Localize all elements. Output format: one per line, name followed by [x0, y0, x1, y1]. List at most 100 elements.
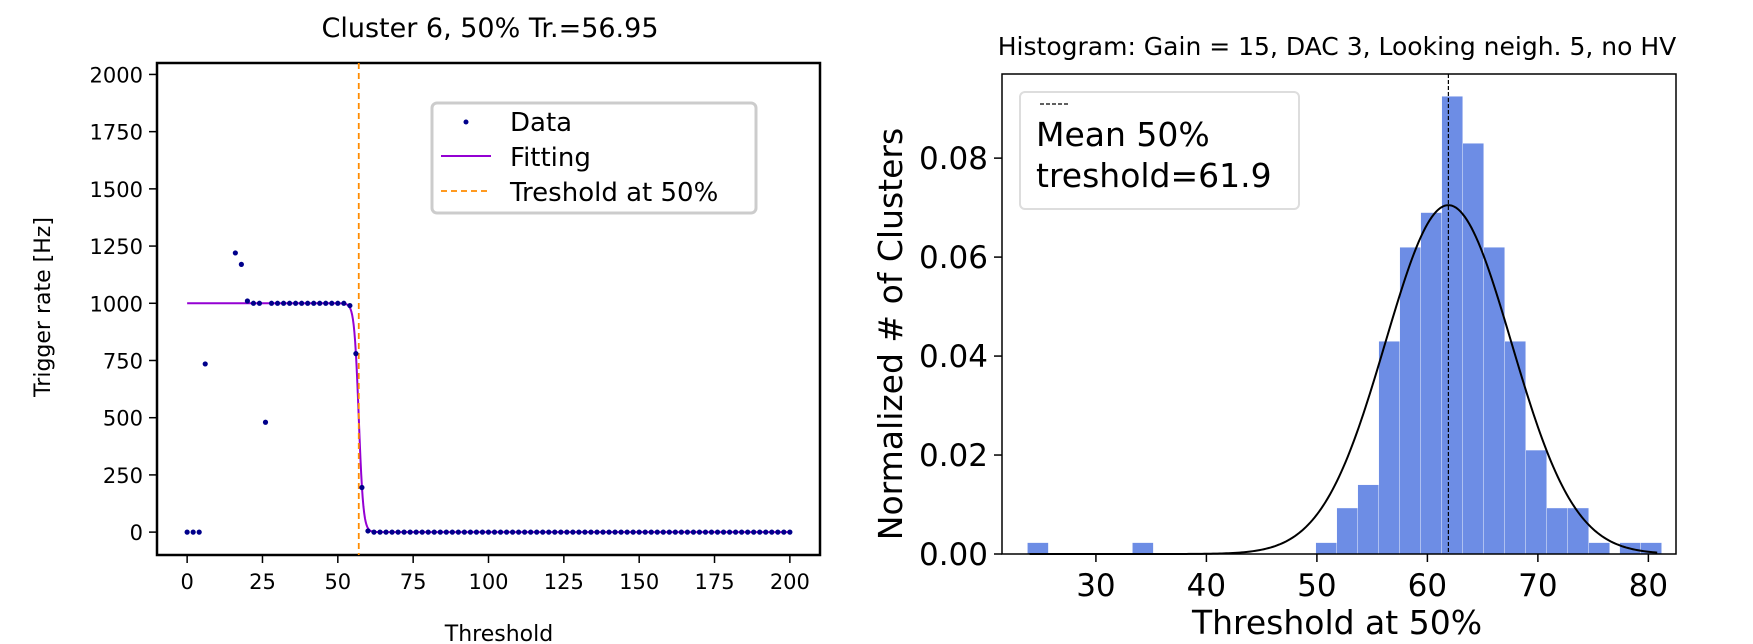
- data-point: [359, 484, 365, 491]
- left-legend: Data Fitting Treshold at 50%: [430, 101, 758, 215]
- histogram-bar: [1567, 507, 1589, 555]
- right-y-axis-label: Normalized # of Clusters: [871, 128, 910, 540]
- right-x-tick-label: 80: [1629, 568, 1668, 604]
- data-point: [232, 250, 238, 256]
- data-point: [636, 529, 642, 535]
- left-y-tick-label: 1000: [90, 292, 143, 316]
- right-y-ticks: 0.00 0.02 0.04 0.06 0.08: [919, 141, 1002, 573]
- data-point: [395, 529, 401, 535]
- data-point: [654, 529, 660, 535]
- data-point: [666, 529, 672, 535]
- left-y-tick-label: 1750: [90, 121, 143, 145]
- data-point: [642, 529, 648, 535]
- histogram-bar: [1357, 484, 1379, 555]
- left-y-tick-label: 0: [130, 521, 143, 545]
- data-point: [763, 529, 769, 535]
- histogram-bar: [1420, 212, 1442, 555]
- data-point: [648, 529, 654, 535]
- data-point: [365, 528, 371, 534]
- left-x-tick-label: 75: [400, 570, 427, 594]
- data-point: [413, 529, 419, 535]
- data-point: [769, 529, 775, 535]
- data-point: [564, 529, 570, 535]
- data-point: [510, 529, 516, 535]
- right-x-tick-label: 40: [1187, 568, 1226, 604]
- data-point: [485, 529, 492, 535]
- left-x-tick-label: 175: [694, 570, 734, 594]
- left-x-axis-label: Threshold: [444, 622, 553, 644]
- left-x-tick-label: 50: [324, 570, 351, 594]
- data-point: [431, 529, 437, 535]
- data-point: [558, 529, 564, 535]
- data-point: [202, 361, 208, 367]
- data-point: [594, 529, 600, 535]
- data-point: [190, 529, 196, 535]
- left-x-tick-label: 125: [544, 570, 584, 594]
- right-y-tick-label: 0.08: [919, 141, 988, 177]
- histogram-bar: [1525, 449, 1547, 555]
- left-x-tick-label: 25: [249, 570, 276, 594]
- left-y-tick-label: 750: [103, 349, 143, 373]
- data-point: [582, 529, 588, 535]
- data-point: [389, 529, 395, 535]
- data-point: [293, 300, 299, 306]
- data-point: [238, 261, 244, 267]
- data-point: [751, 529, 757, 535]
- data-point: [371, 529, 377, 535]
- data-point: [684, 529, 691, 535]
- data-point: [425, 529, 431, 535]
- right-legend: Mean 50% treshold=61.9: [1019, 91, 1300, 210]
- legend-mean-label-line: treshold=61.9: [1036, 156, 1272, 195]
- data-point: [353, 351, 359, 357]
- data-point: [329, 300, 335, 306]
- left-x-tick-label: 100: [468, 570, 508, 594]
- data-point: [443, 529, 449, 535]
- right-x-tick-label: 70: [1518, 568, 1557, 604]
- right-chart-title: Histogram: Gain = 15, DAC 3, Looking nei…: [998, 32, 1677, 61]
- data-point: [757, 529, 763, 535]
- right-x-tick-label: 60: [1408, 568, 1447, 604]
- legend-mean-label-line: Mean 50%: [1036, 115, 1210, 154]
- data-point: [630, 529, 636, 535]
- data-point: [739, 529, 745, 535]
- data-point: [522, 529, 528, 535]
- data-point: [347, 302, 353, 309]
- data-point: [256, 300, 263, 306]
- histogram-bar: [1315, 542, 1337, 555]
- data-point: [714, 529, 721, 535]
- data-point: [437, 529, 443, 535]
- data-point: [299, 300, 305, 306]
- left-y-tick-label: 1250: [90, 235, 143, 259]
- data-point: [467, 529, 474, 535]
- data-point: [660, 529, 666, 535]
- data-point: [305, 300, 311, 306]
- legend-data-label: Data: [510, 108, 572, 138]
- legend-fitting-label: Fitting: [510, 143, 591, 173]
- right-plot-area: 30 40 50 60 70 80 0.00 0.02 0.04 0.06 0.08: [919, 73, 1677, 604]
- data-point: [576, 529, 582, 535]
- data-point: [401, 529, 407, 535]
- data-point: [497, 529, 504, 535]
- data-point: [720, 529, 727, 535]
- left-x-tick-label: 150: [619, 570, 659, 594]
- data-point: [546, 529, 552, 535]
- data-point: [678, 529, 684, 535]
- fitting-curve: [187, 302, 790, 534]
- left-x-tick-label: 200: [770, 570, 810, 594]
- right-x-tick-label: 30: [1076, 568, 1115, 604]
- legend-mean-label: Mean 50% treshold=61.9: [1036, 115, 1272, 195]
- data-point: [612, 529, 618, 535]
- histogram-bar: [1378, 341, 1400, 555]
- data-point: [407, 529, 413, 535]
- data-point: [184, 529, 190, 535]
- data-point: [552, 529, 558, 535]
- data-point: [528, 529, 534, 535]
- data-point: [335, 300, 341, 306]
- right-y-tick-label: 0.00: [919, 537, 988, 573]
- data-point: [196, 529, 202, 535]
- data-point: [262, 419, 269, 425]
- data-point: [516, 529, 522, 535]
- data-point: [787, 529, 793, 535]
- left-y-tick-label: 2000: [90, 63, 143, 87]
- data-point: [775, 529, 781, 535]
